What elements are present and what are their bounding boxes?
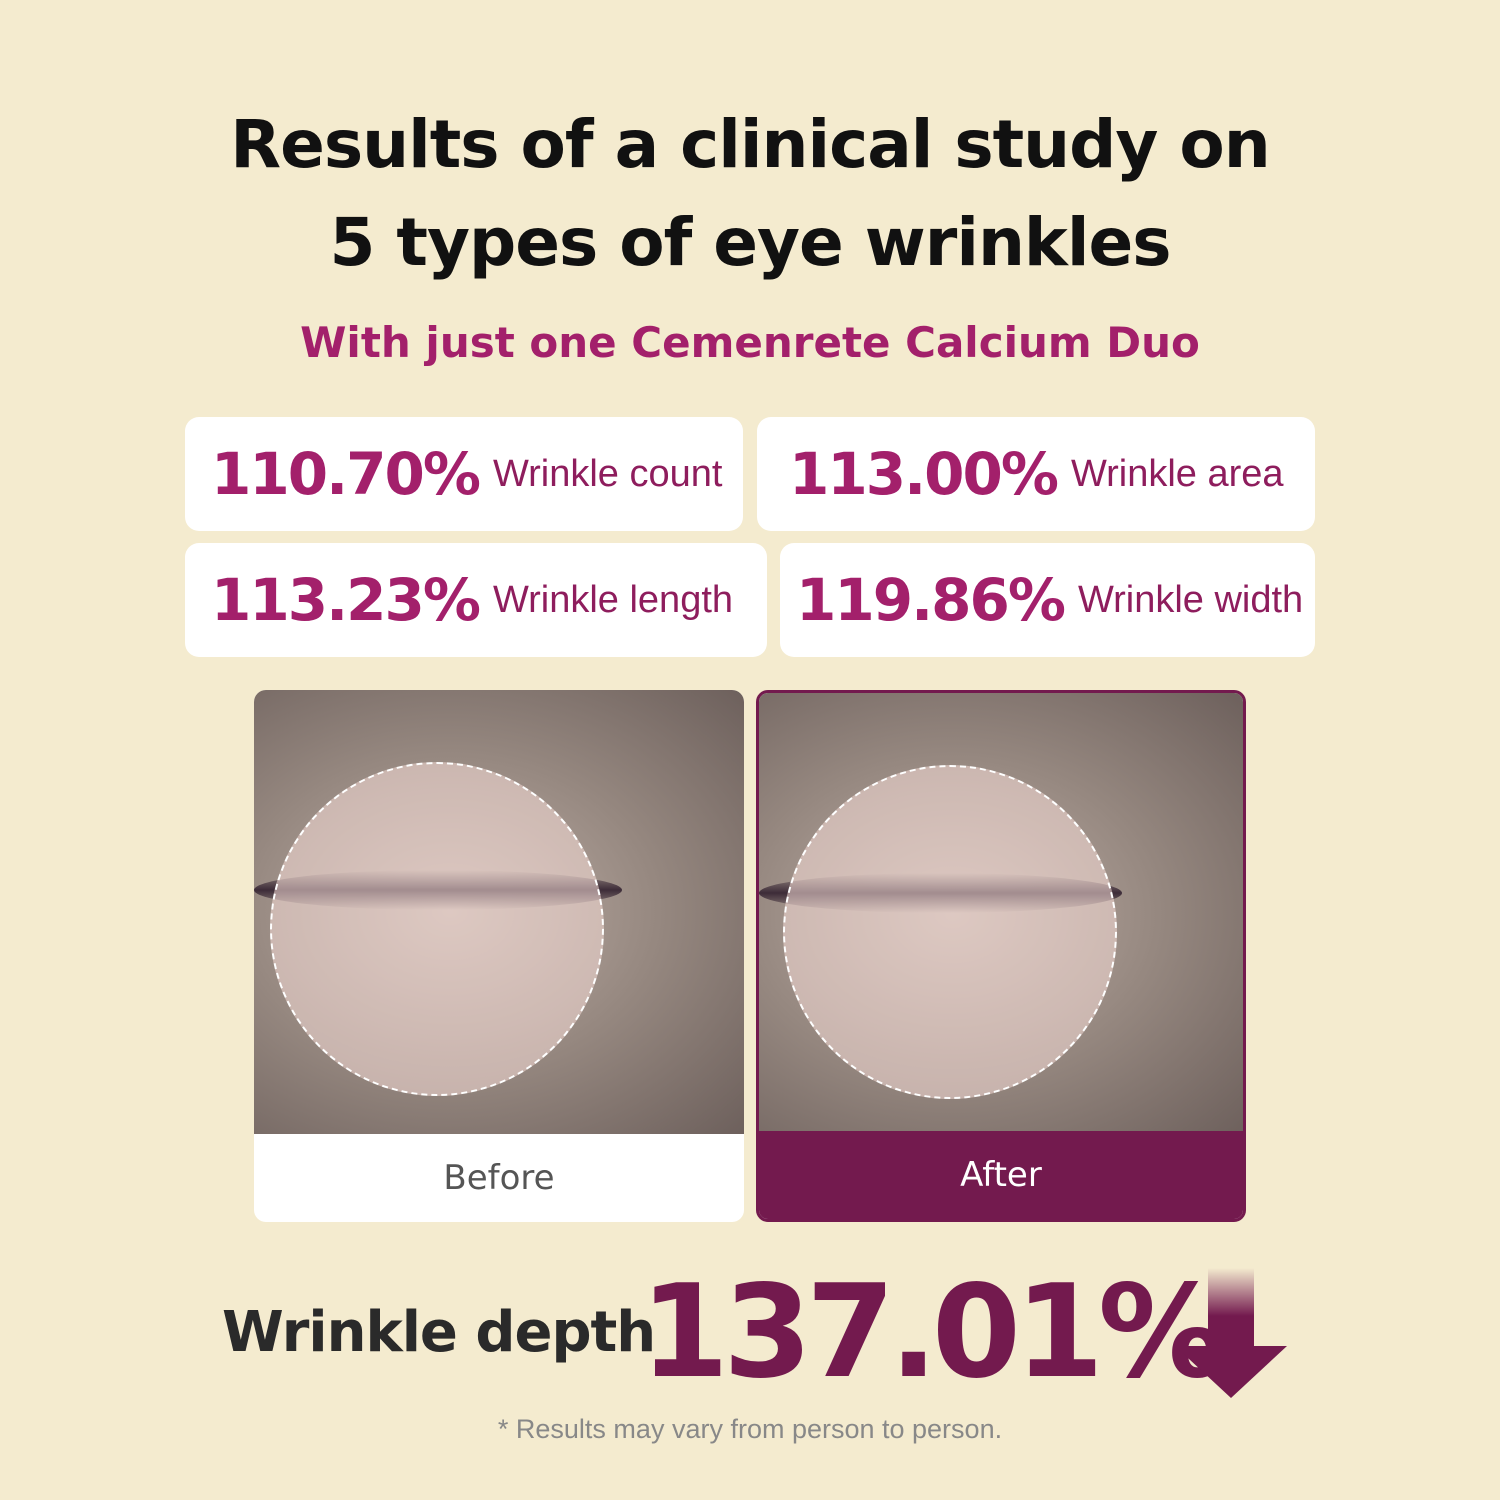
depth-value: 137.01% <box>640 1258 1226 1407</box>
arrow-down-icon <box>1175 1268 1287 1398</box>
before-photo-card: Before <box>254 690 744 1222</box>
stat-card-length: 113.23% Wrinkle length <box>185 543 767 657</box>
stat-value: 113.23% <box>211 566 481 634</box>
title-line-1: Results of a clinical study on <box>230 106 1270 183</box>
stat-card-width: 119.86% Wrinkle width <box>780 543 1315 657</box>
stat-value: 119.86% <box>796 566 1066 634</box>
stat-value: 113.00% <box>789 440 1059 508</box>
dashed-circle-highlight <box>783 765 1117 1099</box>
stat-label: Wrinkle width <box>1077 578 1304 621</box>
dashed-circle-highlight <box>270 762 604 1096</box>
disclaimer: * Results may vary from person to person… <box>497 1414 1003 1444</box>
before-eye-image <box>254 690 744 1134</box>
stat-card-count: 110.70% Wrinkle count <box>185 417 743 531</box>
title-line-2: 5 types of eye wrinkles <box>329 204 1172 281</box>
stat-value: 110.70% <box>211 440 481 508</box>
before-caption: Before <box>443 1158 555 1198</box>
stat-label: Wrinkle count <box>492 452 723 495</box>
stat-card-area: 113.00% Wrinkle area <box>757 417 1315 531</box>
stat-label: Wrinkle area <box>1070 452 1284 495</box>
stat-label: Wrinkle length <box>492 578 734 621</box>
page-title: Results of a clinical study on 5 types of… <box>0 96 1500 292</box>
after-caption: After <box>759 1131 1243 1219</box>
after-photo-card: After <box>756 690 1246 1222</box>
after-eye-image <box>759 693 1243 1137</box>
subtitle: With just one Cemenrete Calcium Duo <box>300 318 1200 367</box>
depth-label: Wrinkle depth <box>222 1300 656 1365</box>
